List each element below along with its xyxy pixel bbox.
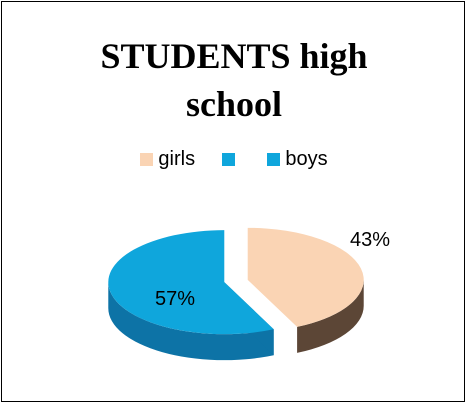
pie-slice-top-girls — [247, 227, 364, 327]
data-label-girls: 43% — [350, 229, 390, 251]
data-label-boys: 57% — [155, 288, 195, 310]
legend-swatch-boys — [267, 153, 281, 166]
legend-item-boys: boys — [267, 148, 328, 171]
pie-slice-top-boys — [108, 230, 274, 335]
chart-title: STUDENTS high school — [2, 32, 466, 128]
legend-swatch-unnamed — [222, 153, 236, 166]
chart-legend: girls boys — [2, 148, 466, 172]
pie-slice-boys — [108, 230, 274, 361]
pie-slice-side-boys — [108, 282, 274, 361]
legend-item-girls: girls — [140, 148, 195, 171]
legend-label-girls: girls — [158, 148, 196, 170]
pie-slice-side-girls — [297, 279, 364, 353]
legend-item-unnamed — [222, 153, 240, 166]
chart-title-line-2: school — [185, 84, 282, 124]
legend-swatch-girls — [140, 153, 154, 166]
legend-label-boys: boys — [285, 148, 328, 170]
chart-title-line-1: STUDENTS high — [100, 36, 368, 76]
pie-slice-girls — [247, 227, 364, 353]
